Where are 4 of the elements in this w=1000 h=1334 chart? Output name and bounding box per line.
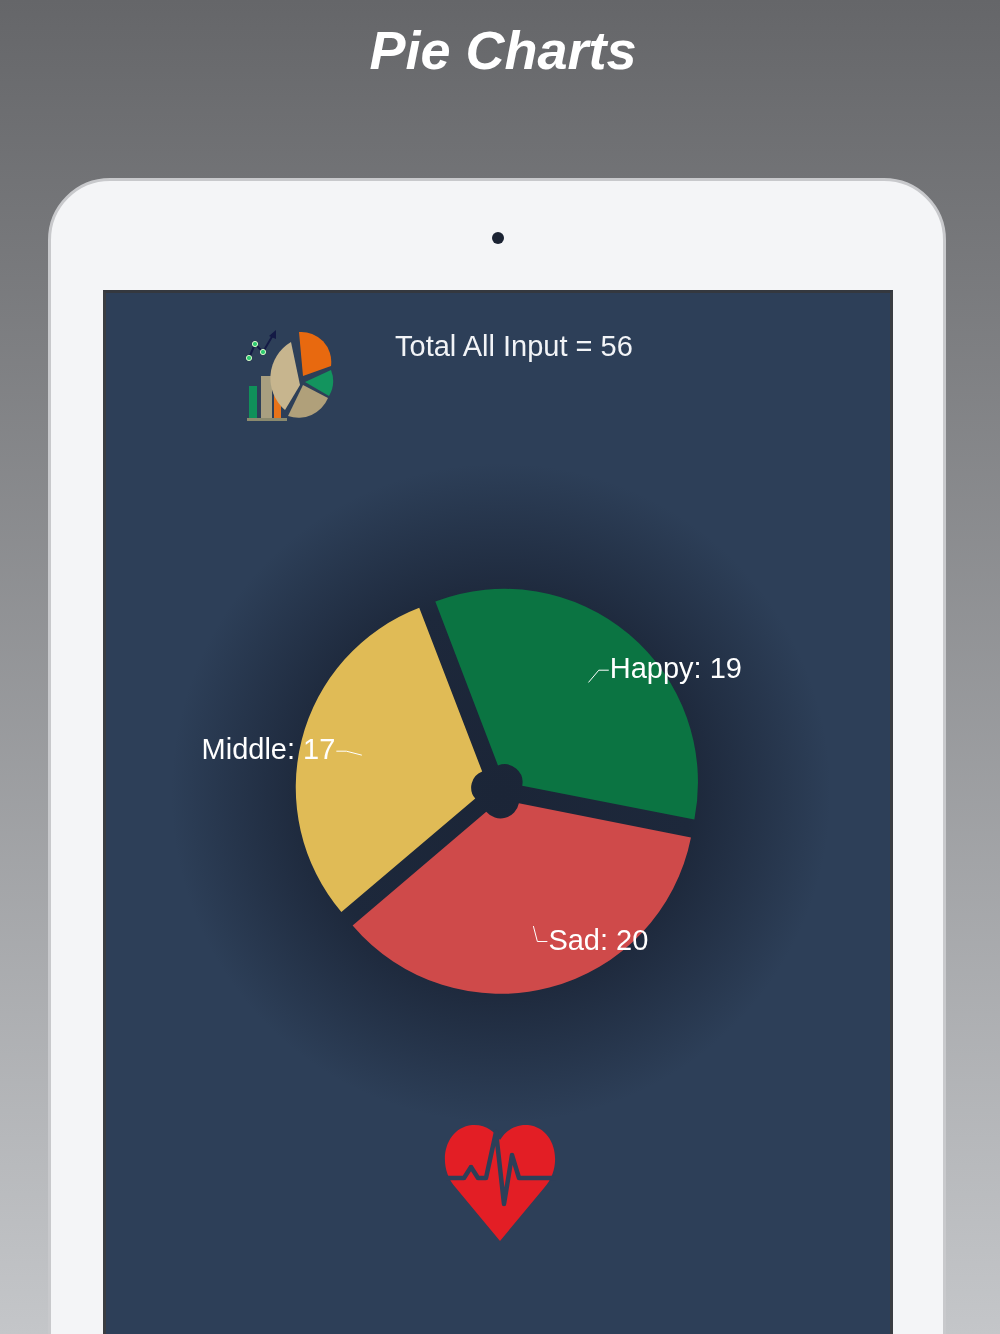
data-label: Happy: 19: [609, 652, 742, 685]
chart-subtitle: Total All Input = 56: [395, 329, 633, 364]
chart-title: Pie Charts: [368, 19, 638, 82]
data-label: Middle: 17: [201, 733, 336, 766]
